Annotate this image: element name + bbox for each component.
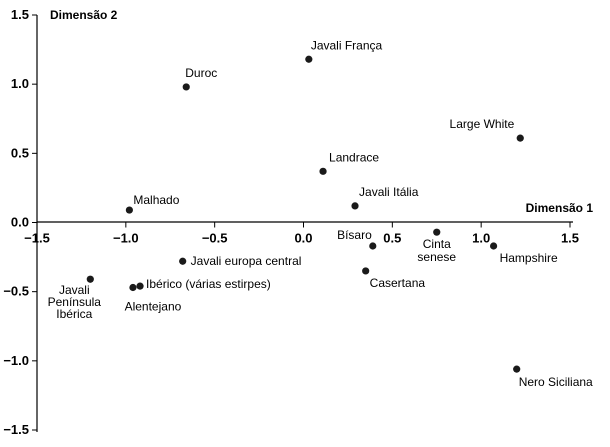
axes bbox=[36, 15, 573, 432]
y-tick-label: −0.5 bbox=[3, 284, 29, 299]
data-label: Duroc bbox=[185, 66, 217, 80]
data-label-group: Javali França Duroc Large White Landrace Jav… bbox=[48, 38, 593, 389]
x-tick-label: 1.0 bbox=[472, 231, 490, 246]
data-point bbox=[125, 206, 133, 214]
data-point bbox=[136, 282, 144, 290]
data-label: Large White bbox=[450, 117, 515, 131]
data-label: Javali França bbox=[311, 38, 383, 52]
data-label: Malhado bbox=[133, 193, 179, 207]
y-axis-title: Dimensão 2 bbox=[50, 8, 118, 22]
data-label: Javali europa central bbox=[191, 254, 302, 268]
data-point-group bbox=[86, 55, 524, 373]
y-tick-label: 1.5 bbox=[11, 7, 29, 22]
data-point bbox=[351, 202, 359, 210]
data-label: Hampshire bbox=[500, 251, 558, 265]
data-point bbox=[179, 257, 187, 265]
x-tick-label: 1.5 bbox=[561, 231, 579, 246]
data-point bbox=[319, 167, 327, 175]
data-point bbox=[516, 134, 524, 142]
x-tick-label: 0.5 bbox=[383, 231, 401, 246]
data-point bbox=[86, 275, 94, 283]
data-point bbox=[490, 242, 498, 250]
data-label: Nero Siciliana bbox=[519, 375, 593, 389]
y-tick-label: −1.0 bbox=[3, 353, 29, 368]
data-label: Javali Península Ibérica bbox=[48, 283, 102, 321]
y-tick-label: 1.0 bbox=[11, 76, 29, 91]
data-label: Cinta senese bbox=[417, 237, 456, 264]
data-label: Alentejano bbox=[125, 300, 182, 314]
data-point bbox=[362, 267, 370, 275]
data-label: Ibérico (várias estirpes) bbox=[146, 277, 271, 291]
y-tick-label: −1.5 bbox=[3, 422, 29, 437]
data-point bbox=[305, 55, 313, 63]
data-label: Landrace bbox=[329, 150, 379, 164]
x-tick-label: −1.0 bbox=[113, 231, 139, 246]
data-point bbox=[129, 283, 137, 292]
x-tick-label: −0.5 bbox=[202, 231, 228, 246]
data-point bbox=[182, 83, 190, 91]
tick-group: −1.5 −1.0 −0.5 0.0 0.5 1.0 1.5 1.5 1.0 0.5 0.0 −0.5… bbox=[3, 7, 579, 437]
data-point bbox=[433, 228, 441, 236]
data-label: Bísaro bbox=[337, 228, 372, 242]
x-tick-label: −1.5 bbox=[24, 231, 50, 246]
data-label: Javali Itália bbox=[359, 185, 419, 199]
x-axis-title: Dimensão 1 bbox=[526, 201, 594, 215]
x-tick-label: 0.0 bbox=[294, 231, 312, 246]
data-label: Casertana bbox=[370, 276, 426, 290]
y-tick-label: 0.5 bbox=[11, 145, 29, 160]
y-tick-label: 0.0 bbox=[11, 215, 29, 230]
data-point bbox=[369, 242, 377, 250]
data-point bbox=[513, 365, 521, 373]
